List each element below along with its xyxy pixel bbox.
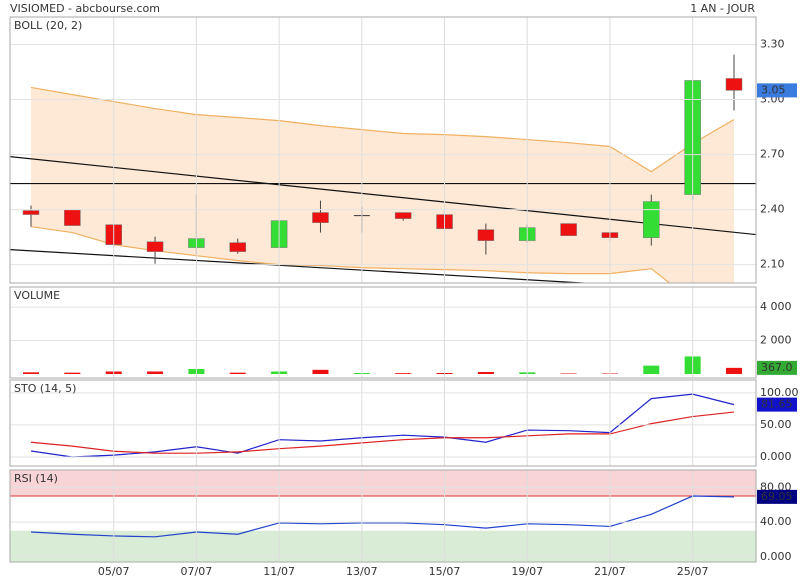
candle-body [146, 241, 164, 252]
band-area [31, 87, 734, 283]
panel-frame [9, 379, 757, 467]
y-tick-label: 3.30 [760, 38, 785, 51]
value-marker-label: 69.05 [761, 490, 793, 503]
x-tick-label: 05/07 [98, 565, 130, 578]
candle-body [477, 229, 495, 241]
panel-label: STO (14, 5) [14, 382, 76, 395]
volume-bar [147, 371, 164, 374]
x-tick-label: 19/07 [511, 565, 543, 578]
value-marker [757, 360, 797, 375]
volume-bar [395, 373, 412, 374]
y-tick-label: 0.000 [760, 550, 792, 563]
volume-bar [560, 373, 577, 374]
value-marker-label: 3.05 [761, 83, 786, 96]
panel [30, 393, 735, 458]
x-tick-label: 13/07 [346, 565, 378, 578]
volume-bar [477, 371, 494, 374]
value-marker [757, 83, 797, 98]
candle-body [394, 212, 412, 219]
x-tick-label: 11/07 [263, 565, 295, 578]
y-tick-label: 4 000 [760, 300, 792, 313]
value-marker-label: 81.65 [761, 398, 793, 411]
panel-label: RSI (14) [14, 472, 58, 485]
value-marker [757, 489, 797, 504]
y-tick-label: 100.00 [760, 386, 799, 399]
panel [10, 470, 756, 562]
candle-body [64, 209, 81, 226]
panel-frame [9, 469, 757, 563]
series-line [30, 495, 735, 538]
series-line [30, 393, 735, 458]
volume-bar [229, 372, 246, 374]
zone [10, 470, 756, 497]
volume-bar [643, 365, 660, 374]
candle-body [560, 223, 577, 236]
x-tick-label: 21/07 [594, 565, 626, 578]
zone [10, 530, 756, 562]
band-upper [30, 86, 735, 173]
chart-title: VISIOMED - abcbourse.com [10, 2, 160, 15]
x-tick-label: 25/07 [677, 565, 709, 578]
trend-line [10, 249, 594, 283]
x-tick-label: 07/07 [181, 565, 213, 578]
value-marker-label: 367.0 [761, 361, 793, 374]
y-tick-label: 2.10 [760, 258, 785, 271]
panel-label: VOLUME [14, 289, 60, 302]
candle-body [725, 78, 743, 91]
panel-frame [9, 16, 757, 284]
y-tick-label: 2.40 [760, 203, 785, 216]
y-tick-label: 50.00 [760, 418, 792, 431]
panel-frame [9, 286, 757, 379]
chart-subtitle: 1 AN - JOUR [690, 2, 755, 15]
candle-body [22, 210, 40, 215]
panel-label: BOLL (20, 2) [14, 19, 82, 32]
candle-body [312, 212, 329, 223]
y-tick-label: 2 000 [760, 334, 792, 347]
volume-bar [23, 372, 39, 374]
value-marker [757, 397, 797, 412]
candle-body [229, 242, 247, 252]
x-tick-label: 15/07 [429, 565, 461, 578]
candle-body [643, 201, 660, 238]
trend-line [10, 156, 756, 236]
y-tick-label: 2.70 [760, 148, 785, 161]
volume-bar [64, 372, 81, 374]
panel [23, 356, 742, 374]
y-tick-label: 0.000 [760, 450, 792, 463]
panel [10, 54, 756, 283]
volume-bar [726, 367, 742, 374]
volume-bar [312, 369, 329, 374]
y-tick-label: 40.00 [760, 515, 792, 528]
series-line [30, 411, 735, 454]
